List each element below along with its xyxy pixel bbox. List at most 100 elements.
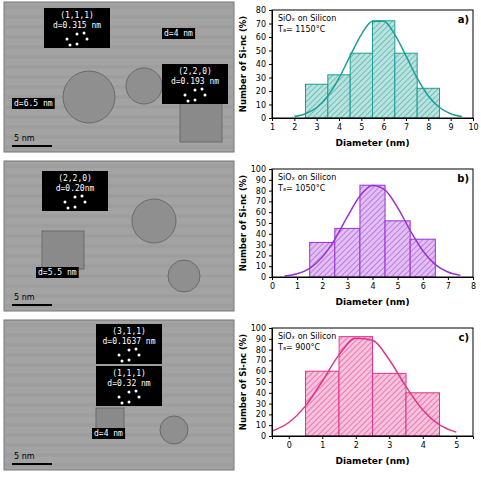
diffraction-spot	[76, 33, 79, 36]
texture-line	[4, 16, 234, 19]
y-tick: 0	[261, 114, 272, 123]
texture-line	[4, 175, 234, 178]
panel-label: c)	[459, 332, 470, 343]
x-axis-title: Diameter (nm)	[335, 138, 409, 148]
y-tick-mark	[269, 201, 272, 202]
bar	[373, 373, 407, 436]
y-axis: 01020304050607080	[256, 6, 273, 123]
micrograph-ground	[4, 2, 234, 152]
y-tick: 20	[256, 410, 272, 419]
inset-ground	[96, 324, 162, 364]
y-tick-label: 20	[256, 251, 266, 260]
x-tick-label: 7	[404, 123, 409, 132]
scale-bar	[12, 463, 52, 465]
x-tick-mark	[317, 118, 318, 121]
size-label: d=6.5 nm	[14, 99, 53, 108]
y-tick: 100	[251, 324, 272, 333]
x-tick: 1	[320, 436, 325, 450]
texture-line	[4, 454, 234, 457]
y-tick-mark	[269, 223, 272, 224]
x-tick-mark	[456, 436, 457, 439]
x-tick: 4	[337, 118, 342, 132]
texture-line	[4, 36, 234, 39]
texture-line	[4, 285, 234, 288]
y-tick-mark	[269, 64, 272, 65]
x-tick-mark	[389, 436, 390, 439]
diffraction-spot	[76, 43, 79, 46]
bar	[385, 221, 410, 277]
y-tick: 10	[256, 101, 272, 110]
x-tick-mark	[294, 118, 295, 121]
chart-title: SiOₓ on Silicon	[278, 14, 336, 23]
y-tick: 70	[256, 356, 272, 365]
micrograph: (1,1,1)d=0.315 nm(2,2,0)d=0.193 nmd=4 nm…	[4, 2, 234, 152]
nanocrystal	[126, 68, 162, 104]
inset-ground	[96, 366, 162, 406]
y-tick-mark	[269, 277, 272, 278]
x-tick: 0	[287, 436, 292, 450]
x-axis-line	[273, 437, 474, 440]
x-tick-label: 5	[396, 282, 401, 291]
diffraction-spot	[135, 348, 138, 351]
y-tick-label: 0	[261, 432, 266, 441]
nanocrystal	[180, 102, 222, 142]
y-tick-mark	[269, 425, 272, 426]
x-tick-label: 0	[287, 441, 292, 450]
plot-frame	[272, 328, 473, 436]
inset-spacing: d=0.20nm	[56, 184, 95, 193]
y-tick-mark	[269, 78, 272, 79]
x-tick-label: 2	[320, 282, 325, 291]
y-tick-label: 0	[261, 114, 266, 123]
x-axis-line	[273, 119, 474, 122]
texture-line	[4, 215, 234, 218]
x-axis: 12345678910	[270, 118, 479, 132]
y-tick-label: 80	[256, 187, 266, 196]
nanocrystal	[63, 71, 115, 123]
y-tick-label: 10	[256, 262, 266, 271]
x-tick-label: 3	[345, 282, 350, 291]
y-tick-label: 0	[261, 273, 266, 282]
diffraction-spot	[84, 201, 87, 204]
x-tick: 7	[446, 277, 451, 291]
fft-inset: (3,1,1)d=0.1637 nm	[96, 324, 162, 364]
texture-line	[4, 255, 234, 258]
x-tick-label: 10	[468, 123, 478, 132]
diffraction-spot	[194, 99, 197, 102]
micrograph-ground	[4, 320, 234, 470]
x-tick: 6	[382, 118, 387, 132]
y-tick-label: 10	[256, 421, 266, 430]
y-tick-mark	[269, 51, 272, 52]
y-tick-mark	[269, 382, 272, 383]
size-label-ground	[92, 428, 125, 439]
diffraction-spot	[138, 354, 141, 357]
nanocrystal	[168, 260, 200, 292]
x-tick-mark	[448, 277, 449, 280]
y-tick: 90	[256, 335, 272, 344]
x-tick-label: 6	[421, 282, 426, 291]
y-axis-title: Number of Si-nc (%)	[238, 334, 248, 431]
annotation-ground	[456, 173, 470, 184]
size-label: d=4 nm	[164, 29, 193, 38]
x-tick-label: 4	[421, 441, 426, 450]
annotation-ground	[458, 332, 471, 343]
x-tick-mark	[322, 277, 323, 280]
size-label-ground	[162, 28, 195, 39]
x-tick-mark	[451, 118, 452, 121]
x-tick-label: 4	[370, 282, 375, 291]
y-tick: 50	[256, 378, 272, 387]
inset-ground	[42, 171, 108, 211]
plot-annotation: SiOₓ on SiliconTₐ= 900°C	[275, 331, 338, 353]
diffraction-spot	[81, 195, 84, 198]
x-tick-mark	[339, 118, 340, 121]
x-tick-label: 0	[270, 282, 275, 291]
annotation-ground	[457, 14, 470, 25]
y-tick: 30	[256, 74, 272, 83]
x-tick: 2	[320, 277, 325, 291]
y-axis-line	[269, 170, 273, 278]
texture-line	[4, 305, 234, 308]
annotation-ground	[275, 331, 338, 353]
y-tick-label: 20	[256, 410, 266, 419]
diffraction-spot	[74, 206, 77, 209]
bar	[310, 242, 335, 277]
y-tick-label: 70	[256, 20, 266, 29]
